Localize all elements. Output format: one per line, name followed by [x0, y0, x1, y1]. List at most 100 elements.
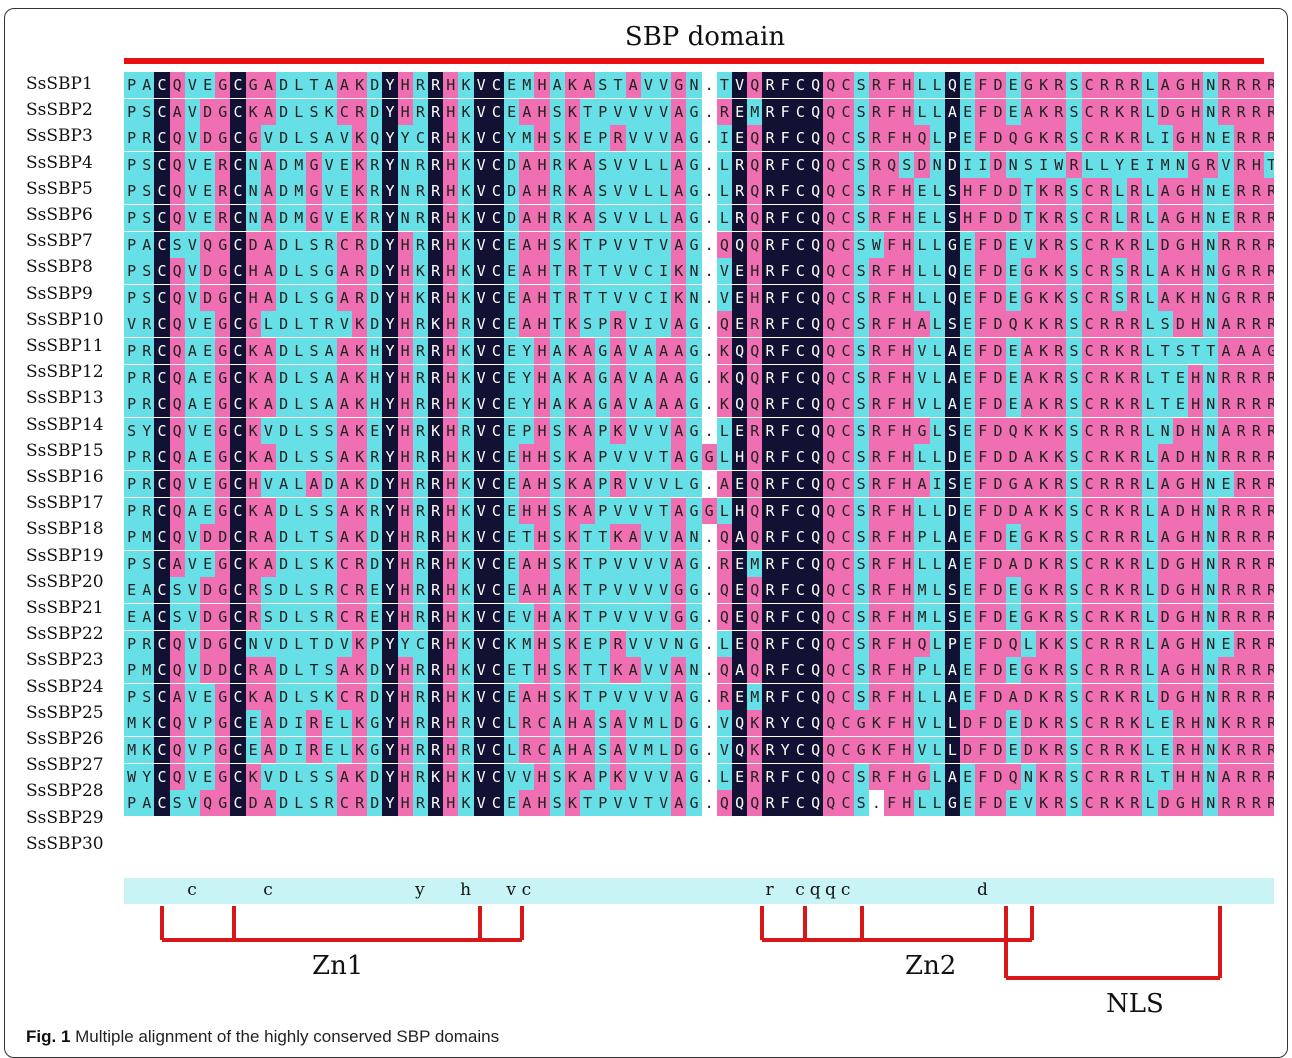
residue: S	[1066, 125, 1082, 152]
residue: R	[762, 125, 778, 152]
residue: Q	[169, 151, 185, 178]
residue: H	[534, 72, 550, 98]
residue: .	[704, 102, 714, 121]
residue: E	[1005, 72, 1021, 98]
residue: S	[306, 125, 322, 152]
residue: V	[321, 151, 337, 178]
residue: R	[716, 98, 732, 125]
residue: R	[1066, 151, 1082, 178]
residue: I	[1157, 125, 1173, 152]
residue: F	[884, 231, 900, 258]
residue: D	[1005, 205, 1021, 231]
domain-title: SBP domain	[624, 22, 786, 52]
residue: R	[1233, 205, 1249, 231]
residue: A	[1020, 98, 1036, 125]
residue: C	[230, 258, 246, 285]
residue: S	[139, 258, 155, 285]
residue: R	[1264, 178, 1274, 205]
residue: A	[519, 98, 535, 125]
residue: Q	[823, 205, 839, 231]
residue: F	[777, 205, 793, 231]
residue: R	[367, 151, 383, 178]
residue: G	[215, 231, 231, 258]
residue: W	[1051, 151, 1067, 178]
residue: H	[397, 231, 413, 258]
residue: L	[656, 178, 672, 205]
residue: C	[838, 205, 854, 231]
residue: R	[1264, 231, 1274, 258]
residue: F	[777, 125, 793, 152]
residue: E	[200, 72, 216, 98]
residue: K	[458, 178, 474, 205]
residue: Q	[716, 231, 732, 258]
residue: V	[610, 178, 626, 205]
sequence-name: SsSBP5	[26, 178, 93, 199]
residue: R	[1127, 98, 1143, 125]
residue: S	[853, 98, 869, 125]
residue: P	[595, 125, 611, 152]
residue: G	[1172, 231, 1188, 258]
residue: L	[914, 72, 930, 98]
residue: V	[625, 205, 641, 231]
residue: D	[276, 231, 292, 258]
residue: A	[1157, 72, 1173, 98]
residue: R	[412, 205, 428, 231]
residue: Q	[169, 258, 185, 285]
residue: R	[352, 98, 368, 125]
sequence-name: SsSBP12	[26, 362, 104, 383]
residue: Q	[808, 178, 824, 205]
residue: D	[200, 258, 216, 285]
residue: S	[853, 178, 869, 205]
residue: R	[868, 178, 884, 205]
residue: C	[336, 98, 352, 125]
residue: S	[595, 178, 611, 205]
residue: C	[154, 231, 170, 258]
residue: C	[154, 125, 170, 152]
residue: N	[1203, 178, 1219, 205]
residue: V	[184, 72, 200, 98]
residue: A	[321, 125, 337, 152]
sequence-name: SsSBP9	[26, 283, 93, 304]
residue: C	[838, 98, 854, 125]
residue: L	[291, 98, 307, 125]
residue: R	[1233, 125, 1249, 152]
residue: R	[1051, 72, 1067, 98]
residue: G	[1188, 151, 1204, 178]
residue: A	[336, 72, 352, 98]
residue: L	[1142, 231, 1158, 258]
residue: V	[473, 178, 489, 205]
residue: L	[1112, 205, 1128, 231]
residue: E	[960, 231, 976, 258]
residue: R	[1248, 72, 1264, 98]
residue: D	[200, 125, 216, 152]
residue: R	[428, 98, 444, 125]
residue: A	[671, 151, 687, 178]
residue: R	[215, 205, 231, 231]
residue: G	[306, 205, 322, 231]
residue: V	[625, 125, 641, 152]
residue: S	[853, 125, 869, 152]
residue: R	[762, 72, 778, 98]
residue: F	[777, 231, 793, 258]
residue: C	[488, 205, 504, 231]
residue: E	[732, 98, 748, 125]
residue: A	[671, 125, 687, 152]
residue: A	[260, 98, 276, 125]
residue: H	[1248, 151, 1264, 178]
residue: G	[215, 72, 231, 98]
residue: V	[610, 231, 626, 258]
residue: C	[230, 178, 246, 205]
residue: F	[777, 258, 793, 285]
residue: G	[245, 125, 261, 152]
residue: C	[154, 205, 170, 231]
residue: G	[215, 98, 231, 125]
residue: Q	[747, 231, 763, 258]
residue: R	[215, 151, 231, 178]
residue: Q	[823, 178, 839, 205]
residue: V	[473, 72, 489, 98]
residue: P	[595, 231, 611, 258]
residue: H	[443, 231, 459, 258]
residue: Q	[169, 72, 185, 98]
residue: V	[321, 178, 337, 205]
